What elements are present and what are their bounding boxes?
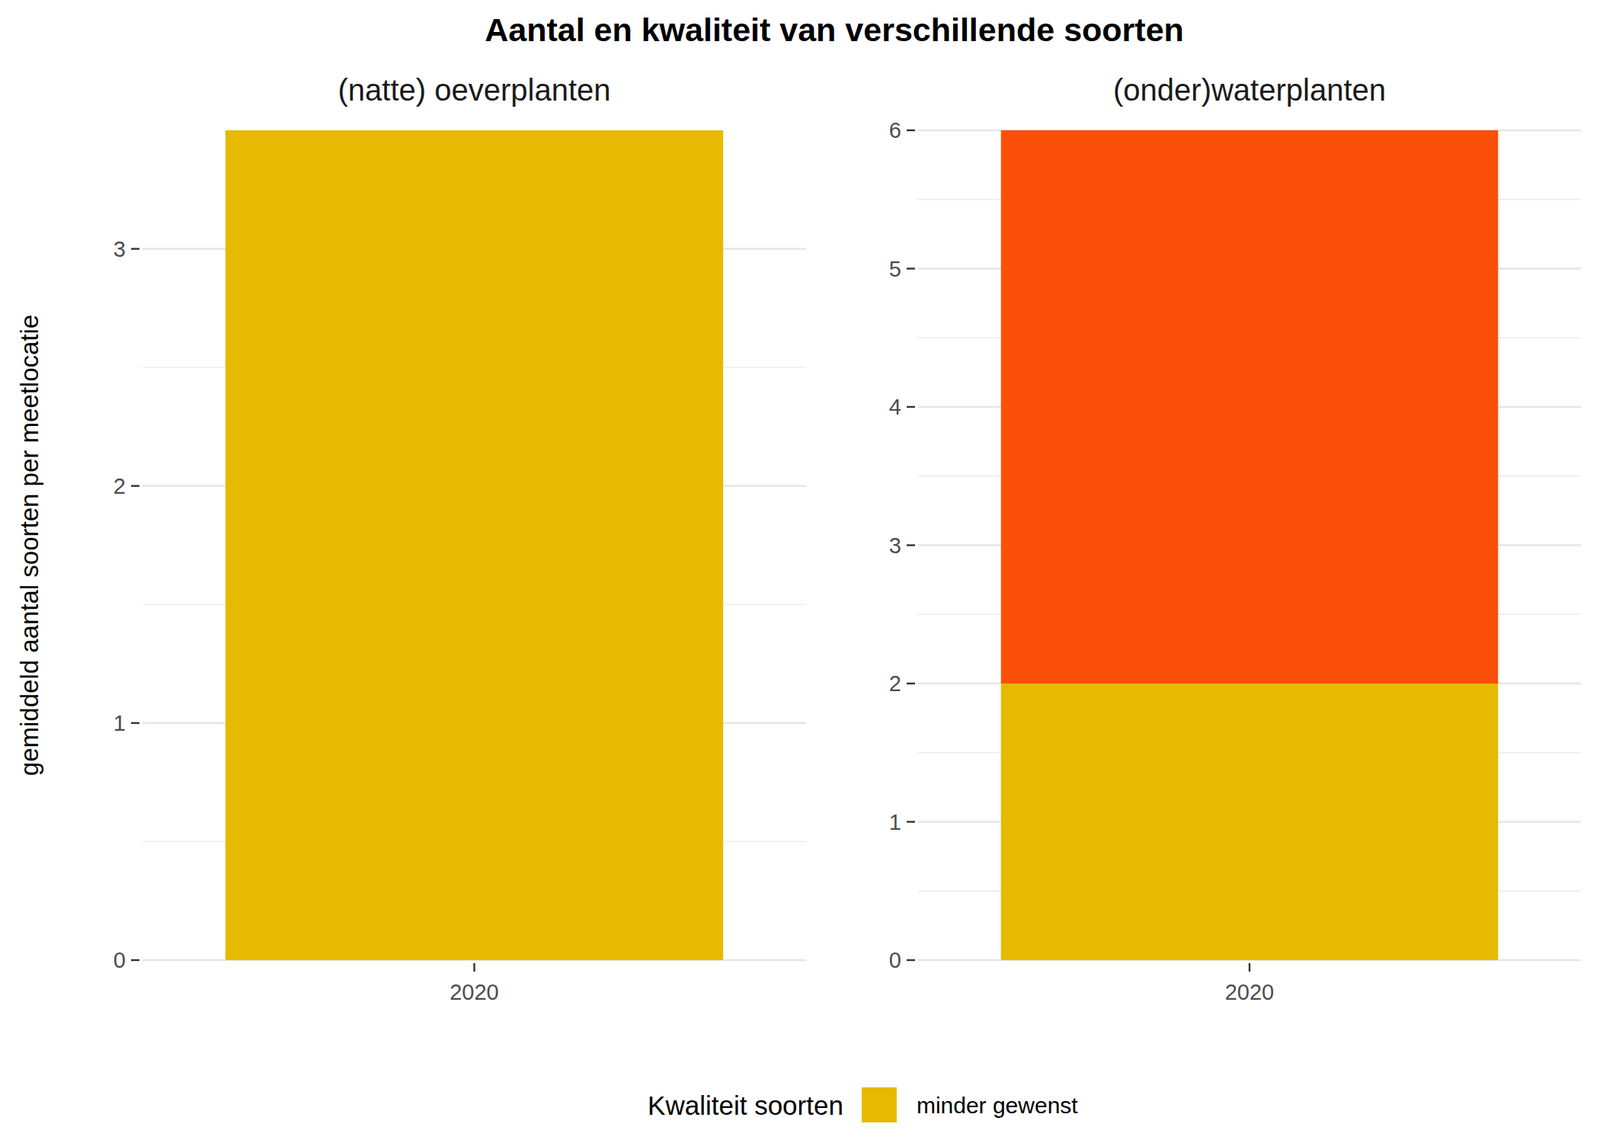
y-tick <box>131 722 140 724</box>
y-tick-label: 2 <box>889 671 902 696</box>
panel-title: (onder)waterplanten <box>1113 73 1386 107</box>
panel-title: (natte) oeverplanten <box>337 73 611 107</box>
y-tick-label: 3 <box>113 236 126 262</box>
figure-title: Aantal en kwaliteit van verschillende so… <box>484 11 1184 48</box>
y-tick <box>906 129 916 132</box>
y-tick-label: 1 <box>889 809 902 835</box>
bars <box>225 130 724 960</box>
x-tick-label: 2020 <box>1225 979 1275 1005</box>
y-axis-label: gemiddeld aantal soorten per meetlocatie <box>15 314 44 776</box>
legend: Kwaliteit soorten minder gewenst <box>647 1087 1079 1123</box>
panel: (onder)waterplanten 0 1 2 3 4 5 6 2020 <box>889 73 1581 1005</box>
chart: Aantal en kwaliteit van verschillende so… <box>0 0 1600 1143</box>
y-tick <box>906 820 916 823</box>
panel: (natte) oeverplanten 0 1 2 3 2020 <box>113 73 807 1005</box>
legend-key <box>861 1087 897 1123</box>
y-tick <box>131 959 140 961</box>
y-tick <box>906 544 916 546</box>
bars <box>1001 130 1499 960</box>
x-tick <box>1248 963 1251 972</box>
y-tick-label: 3 <box>889 533 902 558</box>
legend-label: minder gewenst <box>916 1092 1079 1118</box>
legend-title: Kwaliteit soorten <box>647 1090 844 1120</box>
x-tick-label: 2020 <box>449 979 500 1005</box>
y-tick-label: 5 <box>889 256 902 282</box>
y-tick <box>131 247 140 250</box>
y-tick-label: 0 <box>113 947 126 973</box>
bar <box>1001 683 1499 960</box>
y-tick <box>131 485 140 487</box>
y-tick-label: 1 <box>113 710 126 736</box>
y-tick <box>906 267 916 269</box>
y-tick-label: 2 <box>113 473 126 499</box>
y-tick-label: 0 <box>889 947 902 973</box>
x-tick <box>473 963 475 972</box>
bar <box>225 130 724 960</box>
y-tick-label: 6 <box>889 118 902 143</box>
y-tick <box>906 406 916 408</box>
bar <box>1001 130 1499 684</box>
y-tick-label: 4 <box>889 394 902 420</box>
y-tick <box>906 959 916 961</box>
y-tick <box>906 682 916 685</box>
